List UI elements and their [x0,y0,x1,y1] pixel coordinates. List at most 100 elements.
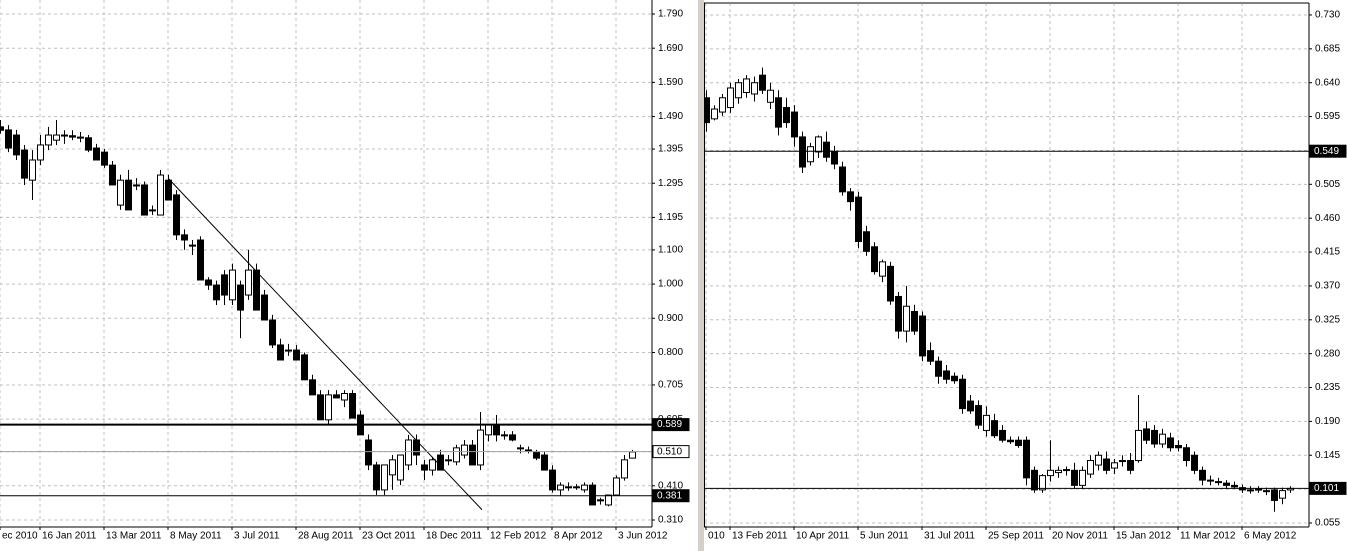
candle-body [565,486,572,489]
y-tick-label: 0.325 [1315,314,1340,325]
candle-body [727,87,734,109]
candle-body [935,360,942,377]
y-tick-label: 0.900 [658,313,683,324]
candle-body [903,305,910,332]
candle-body [365,439,372,466]
level-label-box [1309,481,1347,495]
x-tick-label: 15 Jan 2012 [1116,531,1171,542]
x-tick-label: 23 Oct 2011 [362,531,416,542]
candle-body [711,108,718,120]
candle-body [1183,447,1190,462]
candle-body [1119,460,1126,463]
candle-body [967,400,974,412]
level-label: 0.589 [657,419,682,430]
candle-body [453,447,460,463]
candle-body [253,269,260,311]
y-tick-label: 0.190 [1315,416,1340,427]
y-tick-label: 0.640 [1315,77,1340,88]
x-tick-label: 11 Mar 2012 [1180,531,1236,542]
candle-body [229,269,236,301]
candle-body [871,246,878,273]
level-label: 0.381 [657,490,682,501]
candle-body [1207,479,1214,482]
candle-body [429,459,436,471]
candle-body [705,97,710,124]
level-label: 0.549 [1314,146,1339,157]
candle-body [597,499,604,502]
candle-body [549,469,556,491]
candle-body [149,209,156,212]
candle-body [1079,469,1086,486]
candle-body [557,484,564,491]
level-label: 0.101 [1314,483,1339,494]
candle-body [759,74,766,91]
y-tick-label: 0.705 [658,380,683,391]
y-tick-label: 1.000 [658,279,683,290]
y-tick-label: 0.800 [658,347,683,358]
candle-body [1175,444,1182,449]
level-label: 0.510 [657,446,682,457]
candle-body [277,344,284,361]
candle-body [237,284,244,311]
x-tick-label: 13 Mar 2011 [106,531,162,542]
candle-body [405,439,412,466]
candle-body [863,231,870,252]
candle-body [1167,437,1174,449]
candle-body [951,375,958,382]
candle-body [1191,454,1198,471]
candle-body [381,464,388,491]
candle-body [919,315,926,357]
candle-body [213,284,220,301]
candle-body [1143,428,1150,441]
candle-body [293,349,300,361]
candle-body [197,239,204,281]
candle-body [629,451,636,459]
candle-body [847,191,854,203]
y-tick-label: 0.235 [1315,382,1340,393]
candle-body [205,279,212,286]
y-tick-label: 0.370 [1315,281,1340,292]
candle-body [221,274,228,296]
candle-body [493,424,500,436]
x-tick-label: 010 [708,531,725,542]
candle-body [533,451,540,459]
candle-body [735,82,742,99]
candle-body [1047,469,1054,477]
y-tick-label: 0.415 [1315,247,1340,258]
candle-body [743,78,750,93]
candle-body [1055,469,1062,474]
candle-body [509,434,516,441]
candle-body [125,179,132,211]
candle-body [317,394,324,421]
candle-body [117,179,124,206]
level-label-box [652,489,690,503]
y-tick-label: 0.730 [1315,10,1340,21]
candle-body [157,174,164,216]
candle-body [1015,439,1022,446]
y-tick-label: 0.280 [1315,348,1340,359]
candle-body [445,459,452,462]
y-tick-label: 1.790 [658,9,683,20]
x-tick-label: 28 Aug 2011 [298,531,354,542]
x-tick-label: 18 Dec 2011 [426,531,482,542]
candle-body [927,350,934,362]
candle-body [999,429,1006,441]
candle-body [807,146,814,163]
candle-body [1223,482,1230,486]
y-tick-label: 0.410 [658,480,683,491]
candle-body [767,89,774,103]
candle-body [133,184,140,187]
candle-body [261,294,268,321]
candle-body [373,464,380,491]
x-tick-label: 8 May 2011 [170,531,222,542]
candle-body [895,295,902,332]
candle-body [823,141,830,158]
candle-body [831,151,838,165]
candle-body [485,424,492,436]
candle-body [93,147,100,161]
candle-body [1087,460,1094,475]
candle-body [983,414,990,431]
candle-body [991,420,998,437]
candle-body [1127,460,1134,471]
y-tick-label: 1.100 [658,245,683,256]
